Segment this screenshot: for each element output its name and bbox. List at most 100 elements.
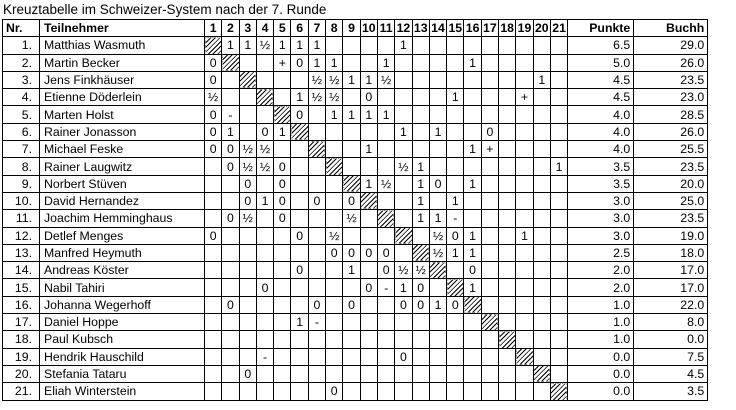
result-cell xyxy=(307,347,327,366)
player-name: Manfred Heymuth xyxy=(39,243,205,263)
result-cell xyxy=(290,364,309,384)
result-cell xyxy=(549,36,569,55)
player-name: Detlef Menges xyxy=(39,226,205,245)
punkte-column-header: Punkte xyxy=(567,18,635,38)
result-cell xyxy=(376,347,396,366)
result-cell xyxy=(532,157,551,176)
player-nr: 3. xyxy=(2,70,40,90)
result-cell xyxy=(446,382,465,401)
result-cell xyxy=(394,364,413,384)
result-cell: 1 xyxy=(394,278,413,297)
result-cell: ½ xyxy=(238,209,257,228)
buchh-cell: 4.5 xyxy=(633,364,709,384)
result-cell: 0 xyxy=(394,347,413,366)
punkte-cell: 2.5 xyxy=(567,243,635,263)
result-cell xyxy=(290,243,309,263)
result-cell xyxy=(532,243,551,263)
result-cell: ½ xyxy=(394,261,413,280)
result-cell: 1 xyxy=(428,295,448,315)
result-cell xyxy=(480,295,500,315)
result-cell xyxy=(498,364,517,384)
result-cell xyxy=(394,243,413,263)
player-row: 18. Paul Kubsch 1.0 0.0 xyxy=(2,330,709,349)
result-cell: 1 xyxy=(359,174,378,193)
result-cell: 1 xyxy=(446,88,465,107)
result-cell: ½ xyxy=(325,88,344,107)
buchh-cell: 25.5 xyxy=(633,140,709,159)
result-cell xyxy=(446,105,465,124)
result-cell xyxy=(515,382,534,401)
result-cell xyxy=(255,261,275,280)
round-column-header-19: 19 xyxy=(515,18,534,38)
player-nr: 21. xyxy=(2,382,40,401)
player-row: 13. Manfred Heymuth 0 0 0 0 ½ 1 1 2.5 18.0 xyxy=(2,243,709,263)
header-row: Nr. Teilnehmer 1 2 3 4 5 6 7 8 9 10 11 12 13 14 15 16 17… xyxy=(2,18,709,38)
result-cell xyxy=(342,330,361,349)
result-cell xyxy=(446,174,465,193)
result-cell: 1 xyxy=(221,36,240,55)
buchh-cell: 0.0 xyxy=(633,330,709,349)
result-cell xyxy=(203,278,223,297)
result-cell xyxy=(255,382,275,401)
result-cell xyxy=(221,226,240,245)
player-name: Marten Holst xyxy=(39,105,205,124)
result-cell xyxy=(325,347,344,366)
result-cell xyxy=(359,382,378,401)
result-cell: 1 xyxy=(394,122,413,142)
result-cell xyxy=(203,174,223,193)
result-cell: 1 xyxy=(359,70,378,90)
result-cell xyxy=(307,174,327,193)
result-cell xyxy=(394,174,413,193)
player-row: 9. Norbert Stüven 0 0 1 ½ 1 0 1 3.5 20.0 xyxy=(2,174,709,193)
result-cell xyxy=(463,157,482,176)
result-cell xyxy=(428,140,448,159)
result-cell xyxy=(376,88,396,107)
result-cell xyxy=(290,295,309,315)
result-cell xyxy=(255,53,275,72)
result-cell: 0 xyxy=(273,157,292,176)
result-cell xyxy=(411,347,430,366)
result-cell xyxy=(463,313,482,332)
result-cell xyxy=(463,330,482,349)
result-cell: ½ xyxy=(342,209,361,228)
result-cell xyxy=(325,209,344,228)
result-cell xyxy=(549,191,569,211)
result-cell xyxy=(463,347,482,366)
result-cell xyxy=(446,330,465,349)
buchh-cell: 29.0 xyxy=(633,36,709,55)
punkte-cell: 2.0 xyxy=(567,261,635,280)
player-name: Hendrik Hauschild xyxy=(39,347,205,366)
result-cell xyxy=(498,53,517,72)
result-cell xyxy=(221,243,240,263)
result-cell xyxy=(394,191,413,211)
round-column-header-13: 13 xyxy=(411,18,430,38)
result-cell xyxy=(463,36,482,55)
result-cell xyxy=(446,157,465,176)
result-cell: 0 xyxy=(342,191,361,211)
result-cell xyxy=(342,364,361,384)
result-cell xyxy=(428,313,448,332)
diagonal-cell xyxy=(342,174,361,193)
result-cell xyxy=(515,70,534,90)
player-row: 11. Joachim Hemminghaus 0 ½ 0 ½ 1 1-3.0 23.5 xyxy=(2,209,709,228)
result-cell: 1 xyxy=(273,122,292,142)
player-name: Eliah Winterstein xyxy=(39,382,205,401)
result-cell xyxy=(480,347,500,366)
result-cell xyxy=(428,157,448,176)
result-cell xyxy=(290,209,309,228)
result-cell xyxy=(376,226,396,245)
result-cell: ½ xyxy=(255,157,275,176)
result-cell xyxy=(428,382,448,401)
result-cell: 1 xyxy=(342,261,361,280)
result-cell xyxy=(394,209,413,228)
diagonal-cell xyxy=(290,122,309,142)
result-cell xyxy=(221,330,240,349)
player-nr: 5. xyxy=(2,105,40,124)
result-cell xyxy=(498,36,517,55)
result-cell xyxy=(342,88,361,107)
result-cell xyxy=(515,209,534,228)
player-nr: 17. xyxy=(2,313,40,332)
result-cell xyxy=(463,382,482,401)
player-row: 17. Daniel Hoppe 1- 1.0 8.0 xyxy=(2,313,709,332)
result-cell: + xyxy=(273,53,292,72)
